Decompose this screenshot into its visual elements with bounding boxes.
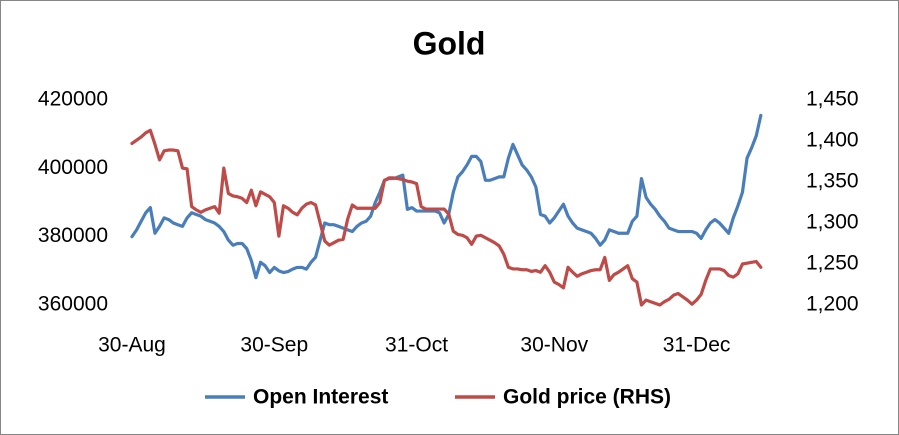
y2-tick-label: 1,350 — [806, 170, 859, 193]
y2-tick-label: 1,400 — [806, 129, 859, 152]
y-tick-label: 380000 — [38, 224, 108, 247]
legend-label: Gold price (RHS) — [503, 386, 671, 409]
y2-tick-label: 1,200 — [806, 293, 859, 316]
y2-tick-label: 1,300 — [806, 211, 859, 234]
x-tick-label: 30-Nov — [520, 334, 588, 357]
y2-tick-label: 1,450 — [806, 88, 859, 111]
x-tick-label: 30-Aug — [98, 334, 166, 357]
series-line — [130, 128, 763, 307]
legend-label: Open Interest — [253, 386, 388, 409]
y-tick-label: 400000 — [38, 156, 108, 179]
x-tick-label: 31-Oct — [385, 334, 448, 357]
y-tick-label: 420000 — [38, 88, 108, 111]
y2-tick-label: 1,250 — [806, 252, 859, 275]
x-tick-label: 30-Sep — [240, 334, 308, 357]
y-tick-label: 360000 — [38, 293, 108, 316]
chart-title: Gold — [413, 25, 486, 61]
x-tick-label: 31-Dec — [663, 334, 731, 357]
series-line — [130, 113, 763, 280]
